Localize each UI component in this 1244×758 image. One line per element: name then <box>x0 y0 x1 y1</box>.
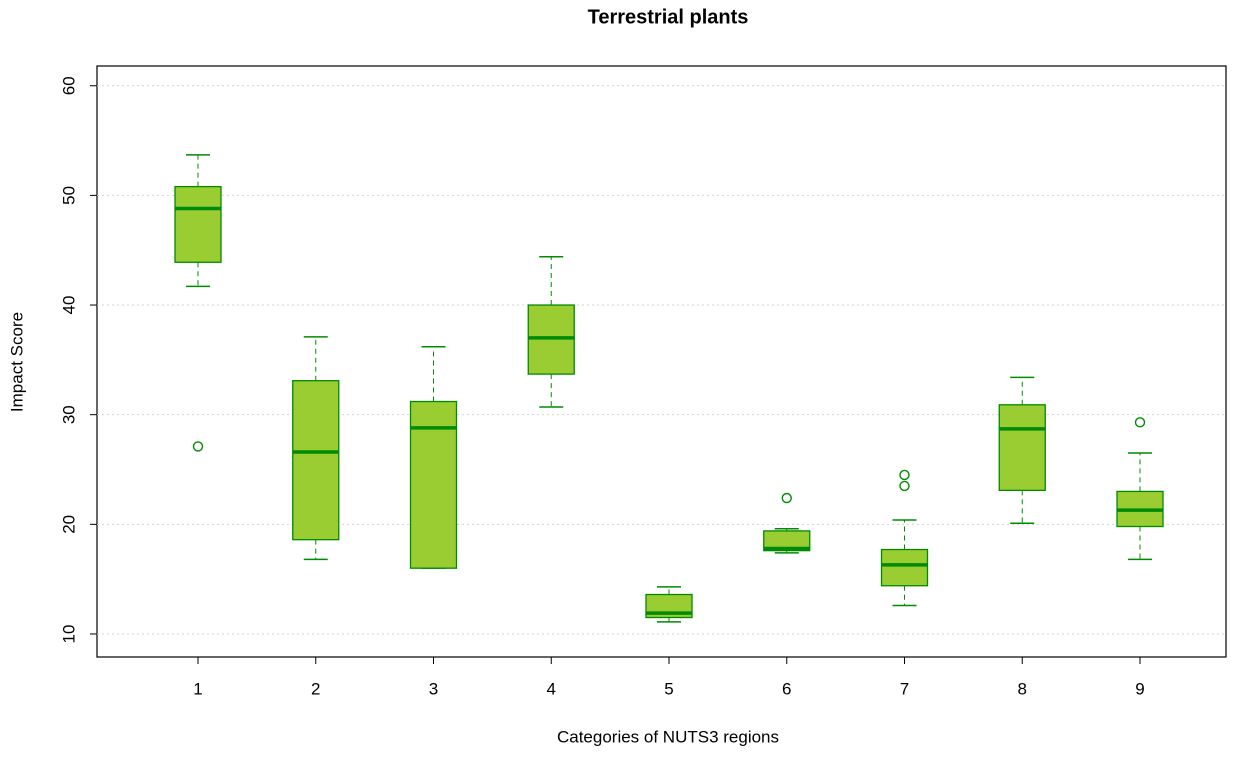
x-tick-label: 2 <box>311 679 320 698</box>
x-tick-label: 1 <box>193 679 202 698</box>
y-tick-label: 30 <box>59 405 78 424</box>
box <box>998 404 1046 491</box>
x-tick-label: 3 <box>429 679 438 698</box>
box <box>763 530 811 552</box>
outlier <box>899 480 910 492</box>
box <box>880 548 929 587</box>
x-tick-label: 4 <box>547 679 556 698</box>
box <box>174 185 222 263</box>
x-tick-label: 9 <box>1135 679 1144 698</box>
box <box>292 380 340 541</box>
y-tick-label: 40 <box>59 296 78 315</box>
outlier <box>192 441 204 452</box>
y-tick-label: 50 <box>59 186 78 205</box>
outlier <box>781 492 792 504</box>
outlier <box>899 469 910 481</box>
chart-title: Terrestrial plants <box>588 6 749 28</box>
x-tick-label: 6 <box>782 679 791 698</box>
outlier <box>1134 417 1146 428</box>
y-tick-label: 10 <box>59 625 78 644</box>
y-tick-label: 60 <box>59 76 78 95</box>
y-axis-label: Impact Score <box>7 312 26 412</box>
x-tick-label: 8 <box>1018 679 1027 698</box>
x-axis-label: Categories of NUTS3 regions <box>557 727 779 746</box>
x-tick-label: 7 <box>900 679 909 698</box>
y-tick-label: 20 <box>59 515 78 534</box>
plot-frame <box>96 65 1227 658</box>
x-tick-label: 5 <box>664 679 673 698</box>
